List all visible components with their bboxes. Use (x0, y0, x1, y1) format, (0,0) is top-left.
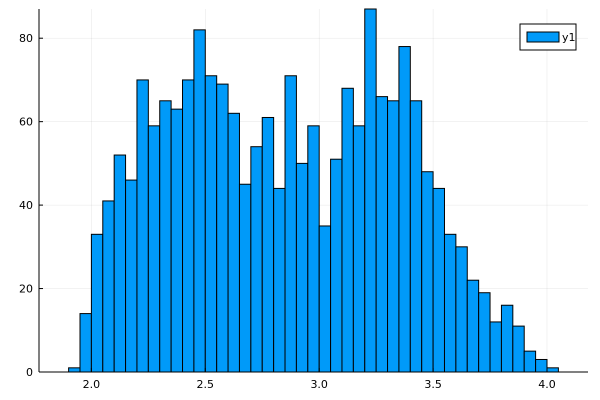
histogram-bar (113, 154, 127, 373)
histogram-bar (295, 162, 309, 373)
histogram-bar (159, 100, 172, 373)
histogram-bar (68, 367, 81, 373)
histogram-bar (307, 125, 320, 373)
histogram-bar (216, 83, 229, 373)
bars (68, 8, 559, 373)
histogram-bar (523, 350, 537, 373)
histogram-bar (330, 158, 343, 373)
y-tick-label: 20 (19, 283, 33, 296)
y-tick-label: 80 (19, 32, 33, 45)
histogram-bar (238, 183, 252, 373)
histogram-bar (193, 29, 206, 373)
histogram-bar (227, 112, 240, 373)
histogram-bar (512, 325, 525, 373)
x-tick-label: 3.5 (424, 378, 442, 391)
legend: y1 (519, 23, 577, 51)
histogram-bar (79, 313, 92, 373)
histogram-bar (136, 79, 149, 373)
legend-swatch (526, 31, 560, 43)
plot-frame (38, 9, 588, 373)
histogram-bar (387, 100, 400, 373)
x-tick-label: 4.0 (538, 378, 556, 391)
histogram-bar (432, 187, 445, 373)
histogram-bar (546, 367, 559, 373)
x-tick-label: 3.0 (310, 378, 328, 391)
histogram-bar (443, 233, 457, 373)
x-tick-label: 2.5 (197, 378, 215, 391)
histogram-bar (478, 292, 491, 373)
histogram-bar (500, 304, 514, 373)
histogram-bar (455, 246, 468, 373)
y-tick-label: 60 (19, 116, 33, 129)
histogram-bar (352, 125, 366, 373)
histogram-bar (204, 75, 218, 373)
histogram-bar (125, 179, 138, 373)
histogram-bar (102, 200, 115, 373)
histogram-bar (341, 87, 354, 373)
axis-ticks: 2.0 2.5 3.0 3.5 4.0 0 20 40 60 80 (19, 32, 556, 391)
histogram-bar (466, 279, 480, 373)
y-tick-label: 0 (26, 366, 33, 379)
histogram-bar (261, 116, 275, 373)
histogram-bar (318, 225, 332, 373)
histogram-bar (398, 46, 411, 373)
histogram-bar (421, 171, 434, 373)
histogram-bar (273, 187, 286, 373)
histogram-bar (170, 108, 184, 373)
histogram-bar (375, 96, 389, 373)
histogram-bar (535, 358, 548, 373)
y-tick-label: 40 (19, 199, 33, 212)
histogram-bar (250, 146, 263, 373)
x-tick-label: 2.0 (83, 378, 101, 391)
legend-label: y1 (562, 31, 576, 44)
histogram-bar (90, 233, 104, 373)
histogram-bar (147, 125, 161, 373)
histogram-bar (489, 321, 502, 373)
histogram-bar (364, 8, 377, 373)
histogram-bar (409, 100, 423, 373)
histogram-bar (284, 75, 297, 373)
histogram-bar (182, 79, 195, 373)
